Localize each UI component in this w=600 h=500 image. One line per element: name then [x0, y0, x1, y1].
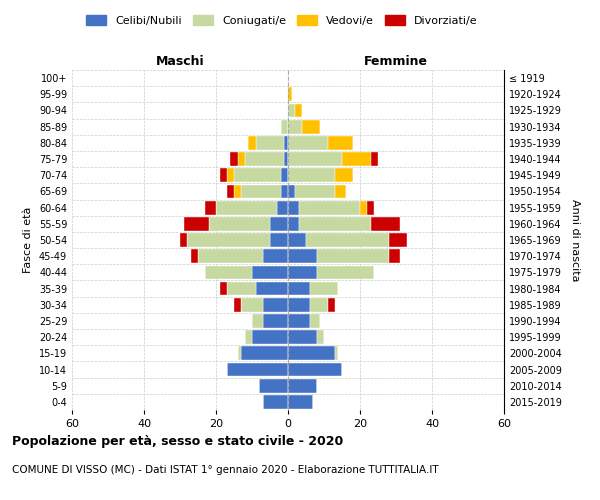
Bar	[252, 266, 288, 280]
Bar	[288, 104, 295, 118]
Bar	[281, 168, 288, 182]
Bar	[234, 298, 241, 312]
Bar	[371, 152, 378, 166]
Text: Femmine: Femmine	[364, 56, 428, 68]
Bar	[284, 136, 288, 149]
Bar	[310, 298, 328, 312]
Y-axis label: Anni di nascita: Anni di nascita	[570, 198, 580, 281]
Bar	[281, 120, 288, 134]
Bar	[371, 217, 400, 230]
Bar	[367, 200, 374, 214]
Bar	[241, 298, 263, 312]
Bar	[263, 250, 288, 263]
Bar	[184, 217, 209, 230]
Bar	[288, 330, 317, 344]
Bar	[191, 250, 198, 263]
Bar	[299, 217, 371, 230]
Bar	[288, 282, 310, 296]
Bar	[288, 168, 335, 182]
Bar	[230, 152, 238, 166]
Bar	[256, 282, 288, 296]
Bar	[180, 233, 187, 247]
Bar	[252, 314, 263, 328]
Bar	[288, 379, 317, 392]
Bar	[342, 152, 371, 166]
Bar	[288, 395, 313, 409]
Bar	[328, 136, 353, 149]
Bar	[317, 330, 324, 344]
Bar	[317, 250, 389, 263]
Bar	[270, 217, 288, 230]
Bar	[328, 298, 335, 312]
Bar	[389, 233, 407, 247]
Bar	[317, 266, 374, 280]
Bar	[288, 266, 317, 280]
Bar	[299, 200, 360, 214]
Bar	[227, 184, 234, 198]
Bar	[209, 217, 270, 230]
Bar	[245, 152, 284, 166]
Bar	[205, 200, 216, 214]
Bar	[220, 168, 227, 182]
Bar	[216, 200, 277, 214]
Bar	[302, 120, 320, 134]
Bar	[263, 395, 288, 409]
Bar	[288, 120, 302, 134]
Text: Maschi: Maschi	[155, 56, 205, 68]
Bar	[288, 200, 299, 214]
Bar	[252, 330, 288, 344]
Text: COMUNE DI VISSO (MC) - Dati ISTAT 1° gennaio 2020 - Elaborazione TUTTITALIA.IT: COMUNE DI VISSO (MC) - Dati ISTAT 1° gen…	[12, 465, 439, 475]
Bar	[288, 136, 328, 149]
Bar	[277, 200, 288, 214]
Bar	[245, 330, 252, 344]
Bar	[310, 282, 338, 296]
Bar	[259, 379, 288, 392]
Bar	[288, 88, 292, 101]
Bar	[389, 250, 400, 263]
Bar	[288, 217, 299, 230]
Bar	[281, 184, 288, 198]
Bar	[295, 104, 302, 118]
Bar	[306, 233, 389, 247]
Bar	[263, 298, 288, 312]
Bar	[360, 200, 367, 214]
Bar	[227, 168, 234, 182]
Bar	[335, 184, 346, 198]
Bar	[288, 250, 317, 263]
Bar	[256, 136, 284, 149]
Bar	[288, 152, 342, 166]
Bar	[288, 184, 295, 198]
Bar	[335, 346, 338, 360]
Bar	[227, 362, 288, 376]
Bar	[263, 314, 288, 328]
Bar	[227, 282, 256, 296]
Bar	[295, 184, 335, 198]
Bar	[270, 233, 288, 247]
Bar	[288, 314, 310, 328]
Bar	[220, 282, 227, 296]
Bar	[198, 250, 263, 263]
Text: Popolazione per età, sesso e stato civile - 2020: Popolazione per età, sesso e stato civil…	[12, 435, 343, 448]
Bar	[335, 168, 353, 182]
Y-axis label: Fasce di età: Fasce di età	[23, 207, 33, 273]
Bar	[241, 346, 288, 360]
Bar	[288, 346, 335, 360]
Bar	[288, 298, 310, 312]
Bar	[288, 362, 342, 376]
Bar	[241, 184, 281, 198]
Legend: Celibi/Nubili, Coniugati/e, Vedovi/e, Divorziati/e: Celibi/Nubili, Coniugati/e, Vedovi/e, Di…	[82, 10, 482, 30]
Bar	[187, 233, 270, 247]
Bar	[234, 184, 241, 198]
Bar	[234, 168, 281, 182]
Bar	[284, 152, 288, 166]
Bar	[248, 136, 256, 149]
Bar	[288, 233, 306, 247]
Bar	[238, 346, 241, 360]
Bar	[238, 152, 245, 166]
Bar	[205, 266, 252, 280]
Bar	[310, 314, 320, 328]
